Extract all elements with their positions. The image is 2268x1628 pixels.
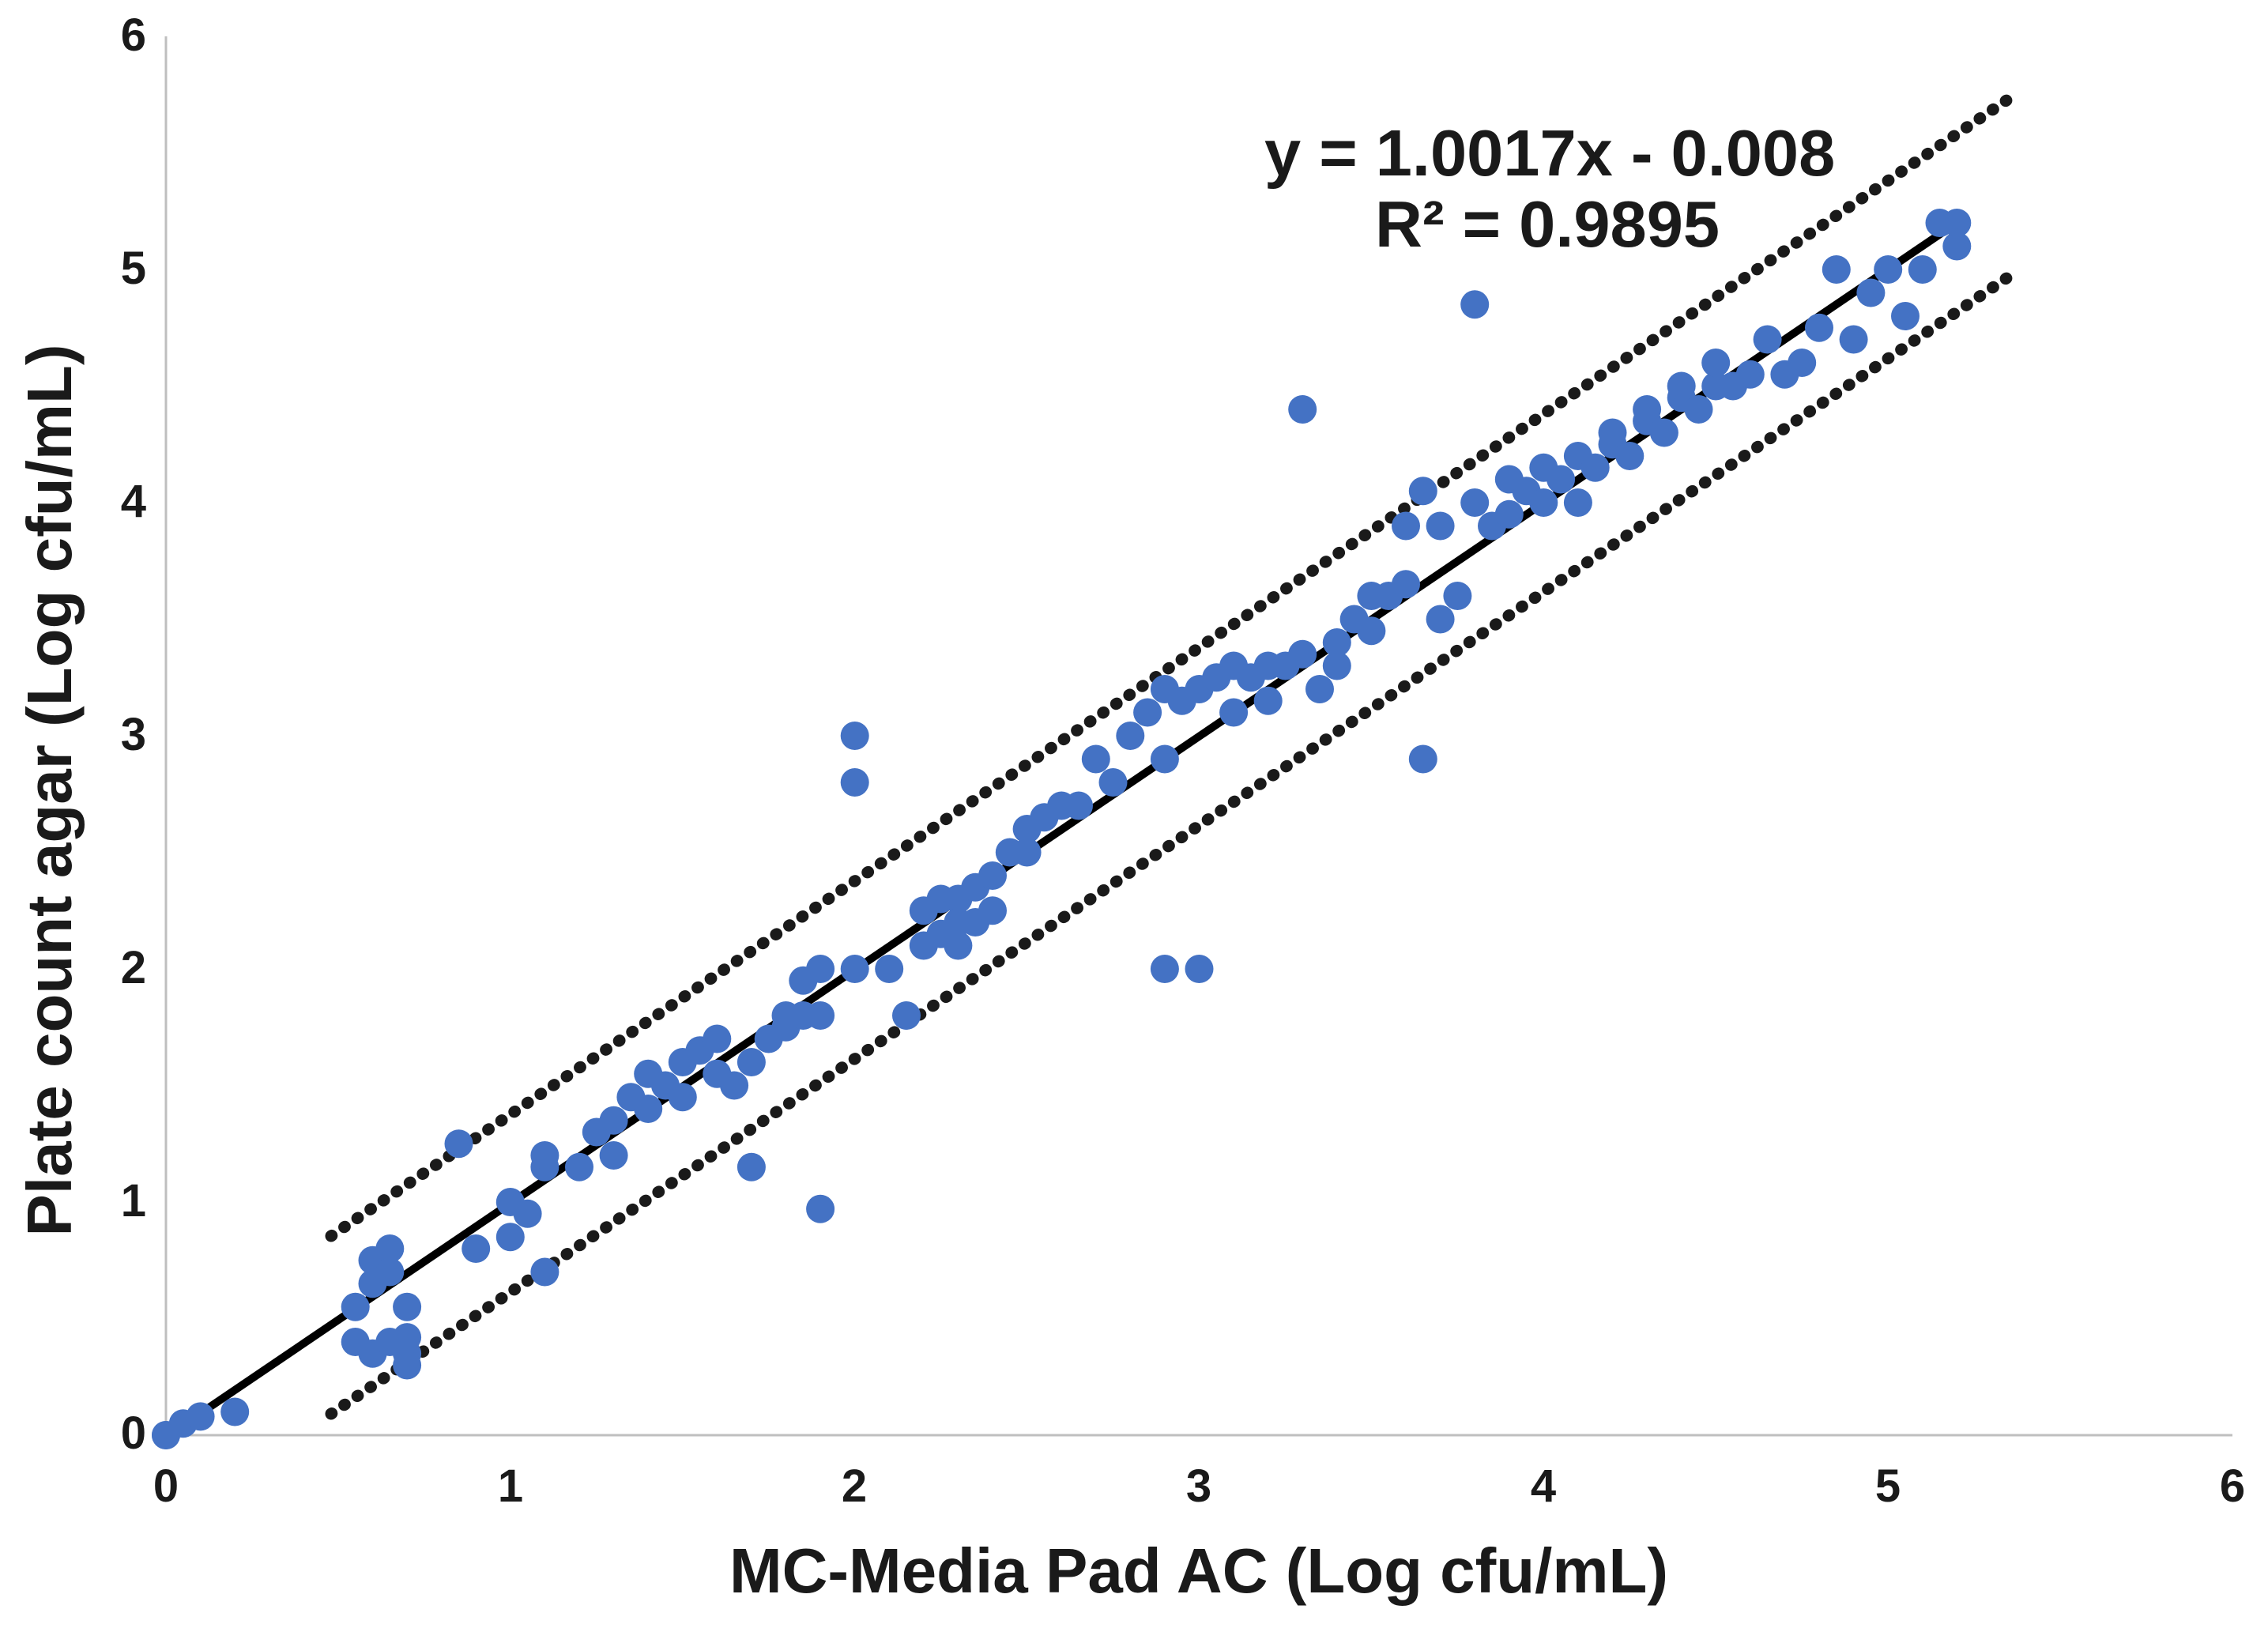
- svg-text:R² = 0.9895: R² = 0.9895: [1375, 187, 1720, 261]
- svg-text:1: 1: [498, 1460, 523, 1512]
- svg-text:6: 6: [121, 9, 146, 61]
- svg-text:2: 2: [121, 942, 146, 993]
- svg-text:5: 5: [1875, 1460, 1901, 1512]
- svg-text:y = 1.0017x - 0.008: y = 1.0017x - 0.008: [1264, 116, 1835, 190]
- svg-text:0: 0: [153, 1460, 179, 1512]
- svg-text:3: 3: [1186, 1460, 1211, 1512]
- svg-text:0: 0: [121, 1408, 146, 1459]
- svg-text:4: 4: [1531, 1460, 1556, 1512]
- svg-text:2: 2: [842, 1460, 867, 1512]
- svg-text:1: 1: [121, 1175, 146, 1227]
- svg-text:3: 3: [121, 709, 146, 760]
- svg-text:MC-Media Pad AC (Log cfu/mL): MC-Media Pad AC (Log cfu/mL): [729, 1536, 1668, 1606]
- svg-text:Plate count agar (Log cfu/mL): Plate count agar (Log cfu/mL): [14, 345, 85, 1237]
- svg-text:6: 6: [2220, 1460, 2245, 1512]
- svg-text:4: 4: [121, 476, 146, 527]
- svg-text:5: 5: [121, 243, 146, 294]
